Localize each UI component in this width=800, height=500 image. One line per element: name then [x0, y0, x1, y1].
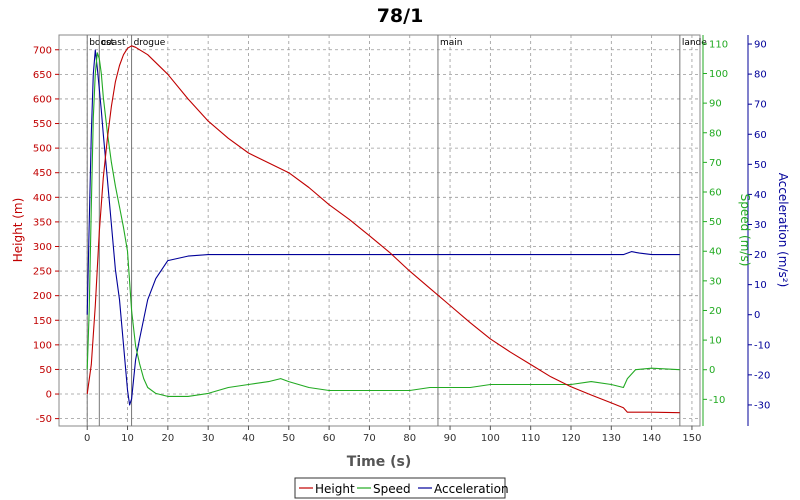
x-tick-label: 20	[161, 433, 174, 444]
legend-box	[294, 477, 506, 499]
y-tick-label-acceleration: 50	[754, 160, 767, 171]
legend: Height Speed Acceleration	[294, 477, 509, 499]
y-tick-label-height: 350	[33, 217, 52, 228]
y-tick-label-acceleration: 60	[754, 130, 767, 141]
y-tick-label-speed: 70	[709, 158, 722, 169]
y-tick-label-height: 100	[33, 340, 52, 351]
y-tick-label-height: 50	[39, 365, 52, 376]
x-tick-label: 40	[242, 433, 255, 444]
y-tick-label-height: 550	[33, 119, 52, 130]
event-label: drogue	[134, 38, 166, 48]
y-tick-label-height: 500	[33, 144, 52, 155]
x-tick-label: 50	[282, 433, 295, 444]
y-tick-label-speed: -10	[709, 395, 725, 406]
event-label: main	[440, 38, 463, 48]
y-tick-label-speed: 0	[709, 365, 715, 376]
x-tick-label: 140	[642, 433, 661, 444]
x-tick-label: 30	[202, 433, 215, 444]
y-tick-label-height: 200	[33, 291, 52, 302]
y-tick-label-height: 0	[46, 390, 52, 401]
x-tick-label: 80	[403, 433, 416, 444]
y-tick-label-acceleration: 40	[754, 190, 767, 201]
y-axis-height-label: Height (m)	[11, 198, 25, 263]
y-tick-label-height: 300	[33, 242, 52, 253]
y-tick-label-speed: 20	[709, 306, 722, 317]
y-tick-label-speed: 10	[709, 336, 722, 347]
y-axis-height: -50 0 50 100 150 200 250 300 350 400 450 500 550 600 6…	[33, 45, 59, 425]
x-tick-label: 150	[682, 433, 701, 444]
event-label: lande	[682, 38, 707, 48]
y-tick-label-speed: 90	[709, 99, 722, 110]
y-tick-label-height: 700	[33, 45, 52, 56]
y-tick-label-acceleration: 80	[754, 70, 767, 81]
x-axis-label: Time (s)	[347, 454, 411, 470]
plot-area	[58, 34, 701, 427]
x-tick-label: 130	[602, 433, 621, 444]
data-series	[86, 45, 680, 414]
x-tick-label: 90	[444, 433, 457, 444]
y-tick-label-speed: 60	[709, 187, 722, 198]
y-axis-acceleration: -30 -20 -10 0 10 20 30 40 50 60 70 80 90	[747, 35, 770, 426]
y-tick-label-speed: 30	[709, 276, 722, 287]
x-tick-label: 60	[323, 433, 336, 444]
legend-label-acceleration: Acceleration	[434, 482, 509, 496]
y-tick-label-height: 450	[33, 168, 52, 179]
y-tick-label-acceleration: 70	[754, 100, 767, 111]
event-label: coast	[101, 38, 126, 48]
y-tick-label-speed: 110	[709, 39, 728, 50]
x-tick-label: 0	[84, 433, 90, 444]
x-tick-label: 70	[363, 433, 376, 444]
y-tick-label-acceleration: -20	[754, 370, 770, 381]
legend-label-height: Height	[315, 482, 355, 496]
y-axis-acceleration-label: Acceleration (m/s²)	[776, 173, 790, 288]
grid-lines	[59, 35, 700, 426]
y-tick-label-speed: 50	[709, 217, 722, 228]
y-tick-label-acceleration: 0	[754, 310, 760, 321]
y-axis-speed: -10 0 10 20 30 40 50 60 70 80 90 100 110	[702, 35, 728, 426]
y-tick-label-speed: 40	[709, 247, 722, 258]
y-tick-label-acceleration: 10	[754, 280, 767, 291]
y-axis-speed-label: Speed (m/s)	[738, 194, 752, 267]
y-tick-label-height: 650	[33, 70, 52, 81]
x-tick-label: 100	[481, 433, 500, 444]
y-tick-label-acceleration: -30	[754, 400, 770, 411]
y-tick-label-height: 400	[33, 193, 52, 204]
event-label: boost	[89, 38, 114, 48]
x-tick-label: 120	[561, 433, 580, 444]
y-tick-label-height: 250	[33, 267, 52, 278]
series-line-speed	[86, 52, 680, 397]
y-tick-label-height: 600	[33, 94, 52, 105]
x-axis: 0 10 20 30 40 50 60 70 80 90 100 110 120 130 140 150	[84, 426, 701, 444]
y-tick-label-speed: 80	[709, 128, 722, 139]
y-tick-label-height: 150	[33, 316, 52, 327]
y-tick-label-height: -50	[36, 414, 52, 425]
y-tick-label-acceleration: 20	[754, 250, 767, 261]
series-line-height	[86, 45, 680, 414]
y-tick-label-acceleration: -10	[754, 340, 770, 351]
y-tick-label-acceleration: 90	[754, 40, 767, 51]
legend-label-speed: Speed	[373, 482, 411, 496]
y-tick-label-speed: 100	[709, 69, 728, 80]
series-line-acceleration	[86, 49, 680, 406]
x-tick-label: 10	[121, 433, 134, 444]
y-tick-label-acceleration: 30	[754, 220, 767, 231]
chart-title: 78/1	[377, 5, 424, 27]
x-tick-label: 110	[521, 433, 540, 444]
